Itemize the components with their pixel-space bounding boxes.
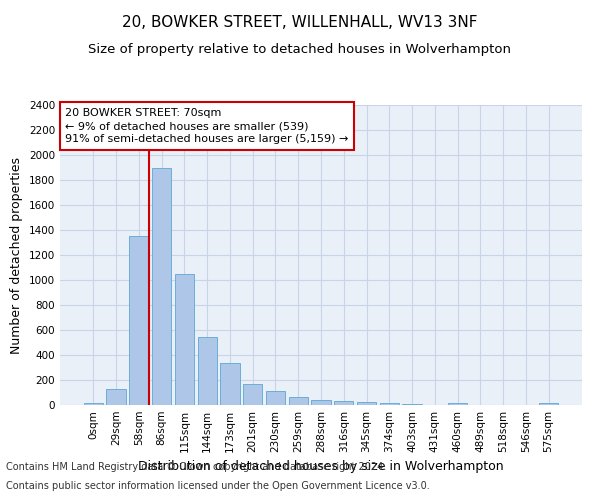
Bar bbox=[197, 337, 217, 405]
Bar bbox=[380, 402, 399, 405]
Bar bbox=[311, 400, 331, 405]
Bar bbox=[84, 402, 103, 405]
Bar bbox=[357, 402, 376, 405]
Bar bbox=[243, 384, 262, 405]
Text: Size of property relative to detached houses in Wolverhampton: Size of property relative to detached ho… bbox=[89, 42, 511, 56]
Bar bbox=[334, 401, 353, 405]
Bar bbox=[266, 391, 285, 405]
X-axis label: Distribution of detached houses by size in Wolverhampton: Distribution of detached houses by size … bbox=[138, 460, 504, 473]
Bar bbox=[106, 389, 126, 405]
Y-axis label: Number of detached properties: Number of detached properties bbox=[10, 156, 23, 354]
Text: 20, BOWKER STREET, WILLENHALL, WV13 3NF: 20, BOWKER STREET, WILLENHALL, WV13 3NF bbox=[122, 15, 478, 30]
Bar bbox=[152, 168, 172, 405]
Text: Contains public sector information licensed under the Open Government Licence v3: Contains public sector information licen… bbox=[6, 481, 430, 491]
Bar bbox=[289, 397, 308, 405]
Bar bbox=[129, 236, 149, 405]
Bar bbox=[448, 402, 467, 405]
Text: Contains HM Land Registry data © Crown copyright and database right 2024.: Contains HM Land Registry data © Crown c… bbox=[6, 462, 386, 472]
Bar bbox=[539, 402, 558, 405]
Bar bbox=[220, 363, 239, 405]
Bar bbox=[403, 404, 422, 405]
Text: 20 BOWKER STREET: 70sqm
← 9% of detached houses are smaller (539)
91% of semi-de: 20 BOWKER STREET: 70sqm ← 9% of detached… bbox=[65, 108, 349, 144]
Bar bbox=[175, 274, 194, 405]
